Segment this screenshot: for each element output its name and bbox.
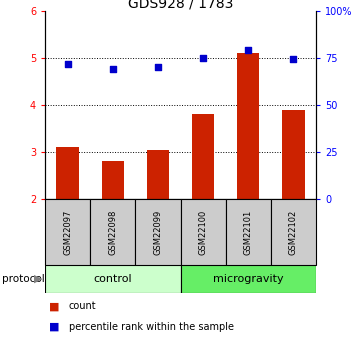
Text: ■: ■	[49, 322, 59, 332]
Text: GSM22102: GSM22102	[289, 209, 298, 255]
FancyBboxPatch shape	[271, 199, 316, 265]
Point	[290, 57, 296, 62]
Point	[245, 47, 251, 53]
Text: GSM22100: GSM22100	[199, 209, 208, 255]
Text: count: count	[69, 301, 96, 311]
Point	[155, 64, 161, 70]
Text: GSM22098: GSM22098	[108, 209, 117, 255]
Text: control: control	[93, 274, 132, 284]
Bar	[56, 147, 79, 199]
Text: GSM22099: GSM22099	[153, 209, 162, 255]
Text: ▶: ▶	[34, 274, 43, 284]
FancyBboxPatch shape	[135, 199, 180, 265]
Title: GDS928 / 1783: GDS928 / 1783	[128, 0, 233, 10]
Bar	[237, 53, 260, 199]
Text: percentile rank within the sample: percentile rank within the sample	[69, 322, 234, 332]
Text: microgravity: microgravity	[213, 274, 283, 284]
Point	[200, 56, 206, 61]
FancyBboxPatch shape	[226, 199, 271, 265]
Bar	[192, 114, 214, 199]
Bar	[282, 110, 305, 199]
Text: GSM22101: GSM22101	[244, 209, 253, 255]
FancyBboxPatch shape	[45, 265, 180, 293]
FancyBboxPatch shape	[180, 265, 316, 293]
FancyBboxPatch shape	[180, 199, 226, 265]
Text: protocol: protocol	[2, 274, 44, 284]
Point	[65, 61, 71, 67]
Text: ■: ■	[49, 301, 59, 311]
Bar	[101, 161, 124, 199]
Bar	[147, 150, 169, 199]
Text: GSM22097: GSM22097	[63, 209, 72, 255]
Point	[110, 66, 116, 71]
FancyBboxPatch shape	[90, 199, 135, 265]
FancyBboxPatch shape	[45, 199, 90, 265]
